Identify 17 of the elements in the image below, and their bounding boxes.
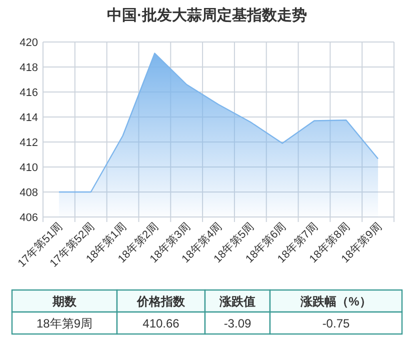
text: 涨跌幅（%）	[300, 294, 372, 308]
y-tick-label: 412	[20, 137, 38, 149]
text: 期数	[52, 294, 78, 308]
chart-title: 中国·批发大蒜周定基指数走势	[107, 6, 307, 24]
text: 410.66	[142, 316, 180, 330]
text: 涨跌值	[218, 294, 256, 308]
text: 18年第9周	[36, 316, 93, 330]
text: 价格指数	[136, 294, 186, 308]
y-tick-label: 414	[20, 112, 38, 124]
y-tick-label: 406	[20, 212, 38, 224]
text: -3.09	[224, 316, 252, 330]
y-tick-label: 420	[20, 37, 38, 49]
y-tick-label: 410	[20, 162, 38, 174]
y-tick-label: 418	[20, 62, 38, 74]
y-tick-label: 416	[20, 87, 38, 99]
y-tick-label: 408	[20, 187, 38, 199]
text: -0.75	[322, 316, 350, 330]
